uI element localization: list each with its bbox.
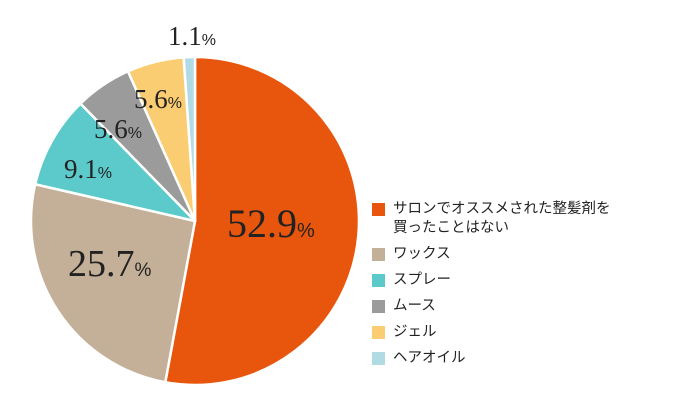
legend-swatch-no-salon-product (372, 203, 385, 216)
value-label-mousse: 5.6% (94, 114, 142, 144)
legend-swatch-mousse (372, 300, 385, 313)
pie-slice-hair-oil (182, 55, 197, 223)
legend-item-hair-oil: ヘアオイル (372, 349, 677, 368)
legend-label-wax: ワックス (393, 246, 451, 262)
legend-swatch-hair-oil (372, 352, 385, 365)
legend-label-hair-oil: ヘアオイル (393, 350, 466, 366)
value-label-no-salon-product: 52.9% (227, 201, 315, 246)
legend-label-spray: スプレー (393, 272, 451, 288)
value-label-hair-oil: 1.1% (168, 21, 216, 51)
legend: サロンでオススメされた整髪剤を 買ったことはないワックススプレームースジェルヘア… (372, 200, 677, 375)
value-label-gel: 5.6% (134, 84, 182, 114)
pie-slice-no-salon-product (164, 55, 361, 387)
legend-label-gel: ジェル (393, 324, 437, 340)
pie-value-labels: 52.9% 25.7% 9.1% 5.6%5.6% 1.1% (64, 21, 315, 285)
legend-swatch-spray (372, 274, 385, 287)
value-label-spray: 9.1% (64, 154, 112, 184)
pie-slice-wax (29, 182, 197, 384)
legend-label-mousse: ムース (393, 298, 436, 314)
legend-item-wax: ワックス (372, 245, 677, 264)
pie-slice-spray (33, 102, 197, 223)
pie-slices (29, 55, 361, 387)
value-label-wax: 25.7% (68, 243, 152, 285)
legend-item-spray: スプレー (372, 271, 677, 290)
legend-swatch-wax (372, 248, 385, 261)
legend-item-no-salon-product: サロンでオススメされた整髪剤を 買ったことはない (372, 200, 677, 238)
legend-item-gel: ジェル (372, 323, 677, 342)
legend-item-mousse: ムース (372, 297, 677, 316)
legend-swatch-gel (372, 326, 385, 339)
legend-label-no-salon-product: サロンでオススメされた整髪剤を 買ったことはない (393, 201, 611, 236)
